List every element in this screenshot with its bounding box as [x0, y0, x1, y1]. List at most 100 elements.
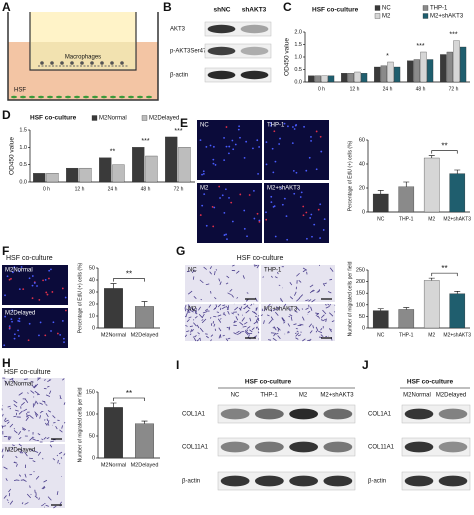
cell: [30, 390, 35, 394]
nucleus: [299, 196, 302, 198]
cell: [217, 314, 222, 317]
nucleus: [52, 321, 55, 324]
nucleus: [234, 143, 237, 146]
nucleus: [202, 172, 205, 175]
cell: [8, 437, 11, 441]
nucleus: [265, 141, 268, 144]
band: [323, 441, 353, 453]
cell: [322, 309, 327, 315]
nucleus: [4, 315, 7, 318]
nucleus: [283, 197, 286, 200]
x-tick-label: M2Normal: [101, 462, 126, 468]
cell: [17, 449, 19, 451]
image-label: NC: [200, 123, 209, 129]
nucleus: [223, 159, 226, 162]
error-bar: [110, 402, 117, 408]
cell: [205, 335, 209, 339]
cell: [242, 275, 245, 279]
cell: [24, 473, 27, 478]
cell: [18, 431, 22, 436]
cell: [301, 316, 305, 321]
cell: [311, 290, 315, 293]
cell: [322, 318, 326, 322]
transwell-diagram: [7, 12, 159, 101]
bar: [135, 423, 154, 459]
cell: [1, 425, 4, 429]
bar: [387, 61, 394, 83]
micrograph: [185, 265, 259, 302]
cell: [246, 329, 249, 332]
chart-title: HSF co-culture: [312, 7, 359, 14]
cell: [15, 455, 18, 459]
nucleus: [11, 320, 13, 323]
nucleus: [45, 291, 48, 294]
cell: [6, 421, 10, 424]
cell: [30, 449, 34, 452]
significance: **: [126, 270, 132, 279]
legend-label: M2: [382, 14, 391, 20]
image-label: NC: [188, 268, 197, 274]
cell: [298, 294, 304, 299]
nucleus: [272, 171, 275, 174]
y-tick-label: 20: [359, 185, 365, 191]
cell: [277, 335, 281, 340]
cell: [15, 409, 19, 412]
y-tick-label: 0: [92, 325, 95, 331]
cell: [242, 325, 247, 328]
cell: [26, 493, 32, 499]
nucleus: [270, 124, 272, 127]
nucleus: [42, 279, 44, 282]
cell: [193, 337, 197, 342]
bar: [104, 288, 123, 329]
cell: [32, 438, 36, 441]
macrophage: [100, 61, 104, 65]
cell: [254, 264, 258, 267]
x-tick-label: 12 h: [75, 186, 85, 192]
cell: [4, 419, 9, 423]
nucleus: [257, 173, 259, 175]
y-tick-label: 60: [359, 137, 365, 143]
cell: [325, 305, 330, 309]
cell: [257, 327, 260, 331]
cell: [41, 438, 44, 441]
cell: [59, 429, 63, 433]
cell: [39, 411, 42, 414]
cell: [52, 415, 56, 419]
micrograph: [197, 120, 262, 180]
nucleus: [212, 145, 215, 148]
cell: [35, 400, 39, 405]
nucleus: [228, 152, 230, 155]
cell: [283, 322, 286, 324]
cell: [187, 290, 193, 295]
nucleus: [315, 130, 318, 133]
y-tick-label: 1.5: [294, 42, 302, 48]
nucleus: [253, 189, 255, 192]
cell: [187, 308, 191, 313]
cell: [222, 313, 227, 316]
cell: [315, 312, 319, 315]
cell: [315, 330, 318, 333]
cell: [329, 312, 334, 317]
image-title: HSF co-culture: [237, 255, 284, 262]
cell: [199, 279, 204, 284]
nucleus: [203, 193, 206, 196]
bar: [347, 73, 354, 83]
image-title: HSF co-culture: [6, 255, 53, 262]
cell: [2, 413, 4, 417]
cell: [55, 425, 58, 430]
cell: [281, 317, 286, 322]
cell: [272, 337, 277, 342]
cell: [227, 310, 230, 315]
cell: [213, 306, 218, 311]
nucleus: [36, 285, 38, 287]
nucleus: [28, 277, 31, 280]
cell: [185, 305, 187, 308]
cell: [226, 275, 230, 279]
band: [438, 475, 468, 487]
nucleus: [211, 205, 214, 208]
nucleus: [225, 145, 228, 148]
image-label: M2+shAKT3: [267, 186, 301, 192]
band: [220, 441, 250, 453]
cell: [63, 402, 66, 405]
